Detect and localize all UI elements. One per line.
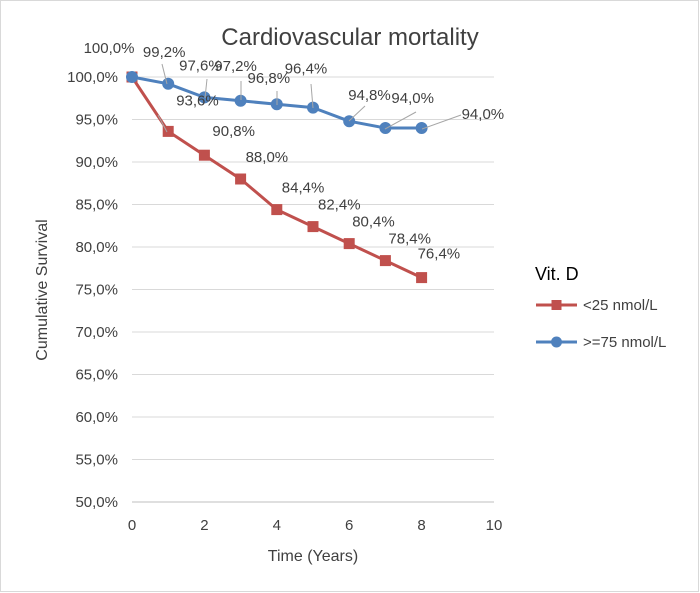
- data-label: 100,0%: [84, 40, 135, 57]
- data-label-leader: [204, 78, 208, 99]
- data-point: [415, 122, 428, 134]
- data-label: 97,6%: [179, 57, 222, 74]
- x-tick-label: 6: [345, 517, 353, 534]
- data-point: [162, 77, 175, 90]
- data-label: 93,6%: [176, 92, 219, 109]
- legend-label: >=75 nmol/L: [583, 334, 666, 351]
- x-axis-ticks: 0 2 4 6 8 10: [128, 517, 503, 534]
- data-point: [343, 238, 355, 250]
- data-point: [235, 173, 247, 185]
- legend-label: <25 nmol/L: [583, 297, 658, 314]
- y-tick-label: 60,0%: [75, 409, 118, 426]
- chart-title: Cardiovascular mortality: [221, 24, 478, 51]
- data-label: 96,4%: [285, 61, 328, 78]
- x-tick-label: 2: [200, 517, 208, 534]
- data-label-leader: [348, 105, 366, 122]
- data-point: [379, 122, 392, 134]
- y-tick-label: 75,0%: [75, 282, 118, 299]
- data-label: 84,4%: [282, 180, 325, 197]
- y-tick-label: 85,0%: [75, 197, 118, 214]
- data-label: 97,2%: [214, 58, 257, 75]
- y-tick-label: 70,0%: [75, 324, 118, 341]
- x-axis-title: Time (Years): [268, 548, 358, 565]
- data-label-leader: [161, 63, 168, 85]
- data-label: 90,8%: [212, 123, 255, 140]
- data-point: [416, 272, 428, 284]
- data-labels-layer: 93,6% 90,8% 88,0% 84,4%82,4%80,4%78,4%76,4%…: [84, 40, 505, 263]
- data-point: [198, 149, 210, 161]
- y-tick-label: 80,0%: [75, 239, 118, 256]
- y-axis-title: Cumulative Survival: [34, 219, 51, 360]
- y-tick-label: 65,0%: [75, 367, 118, 384]
- data-label-leader: [384, 111, 417, 130]
- data-point: [162, 125, 174, 137]
- y-tick-label: 100,0%: [67, 69, 118, 86]
- y-tick-label: 95,0%: [75, 112, 118, 129]
- data-label: 78,4%: [388, 231, 431, 248]
- data-label-leader: [310, 83, 314, 109]
- data-point: [271, 204, 283, 216]
- y-tick-label: 90,0%: [75, 154, 118, 171]
- data-label-leader: [157, 114, 168, 133]
- data-label: 99,2%: [143, 44, 186, 61]
- data-label: 94,8%: [348, 87, 391, 104]
- data-label: 94,0%: [391, 90, 434, 107]
- data-point: [307, 221, 319, 233]
- data-label: 80,4%: [352, 214, 395, 231]
- legend: Vit. D <25 nmol/L >=75 nmol/L: [535, 264, 666, 351]
- gridlines: [132, 76, 494, 460]
- data-label: 82,4%: [318, 197, 361, 214]
- y-axis-ticks: 50,0% 55,0% 60,0% 65,0% 70,0% 75,0% 80,0% 85,0%…: [67, 69, 118, 511]
- x-tick-label: 4: [273, 517, 281, 534]
- data-label: 94,0%: [462, 106, 505, 123]
- data-point: [198, 91, 211, 104]
- x-tick-label: 0: [128, 517, 136, 534]
- y-tick-label: 50,0%: [75, 494, 118, 511]
- legend-marker: [551, 300, 562, 310]
- legend-marker: [551, 336, 562, 348]
- y-tick-label: 55,0%: [75, 452, 118, 469]
- data-point: [379, 255, 391, 267]
- x-tick-label: 8: [417, 517, 425, 534]
- data-label-leader: [421, 114, 462, 130]
- legend-title: Vit. D: [535, 264, 579, 284]
- data-point: [126, 71, 138, 83]
- data-label: 76,4%: [418, 246, 461, 263]
- data-label: 88,0%: [246, 149, 289, 166]
- data-label: 96,8%: [248, 70, 291, 87]
- x-tick-label: 10: [486, 517, 503, 534]
